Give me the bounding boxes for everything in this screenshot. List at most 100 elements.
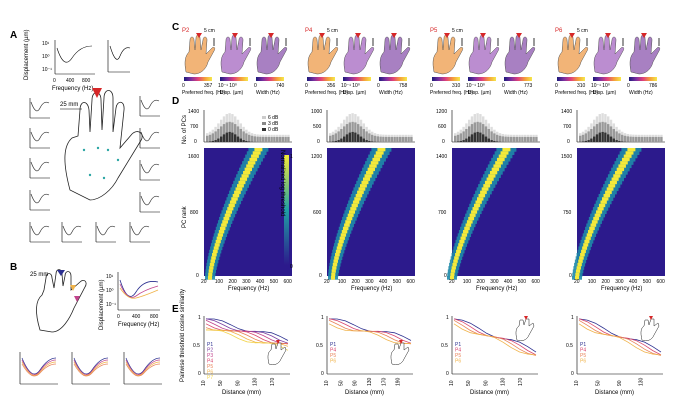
panel-c-hand-map-1 — [557, 33, 589, 75]
panel-d-rank-tick-3: 1400 — [436, 154, 447, 160]
panel-c-colorbar-2 — [468, 77, 496, 81]
panel-c-hand-maps: P6 5 cm 0 310 10⁻¹ 10⁰ 0 786 Preferred freq. (H… — [555, 28, 661, 96]
panel-d-xtick: 300 — [365, 279, 374, 285]
panel-c-cbar3-min: 0 — [254, 83, 257, 89]
panel-d-colorbar-label: Normalized log threshold — [279, 150, 285, 216]
panel-c-colorbar-3 — [629, 77, 657, 81]
panel-a-mini-plot — [139, 96, 160, 117]
panel-e-ytick-05: 0.5 — [566, 343, 573, 349]
panel-d-xtick: 100 — [588, 279, 597, 285]
panel-e-curve-p4 — [205, 323, 289, 345]
panel-c-label-freq: Preferred freq. (Hz) — [555, 90, 598, 96]
panel-b-xtick-1: 0 — [117, 314, 120, 320]
panel-d-heatmap: 0 800 1600 PC rank 20 100 200 300 400 500 600 Frequ… — [182, 148, 292, 292]
panel-c-participant-id: P6 — [555, 28, 563, 34]
panel-c-cbar3-max: 758 — [399, 83, 408, 89]
panel-e-hand-icon — [267, 340, 287, 366]
panel-d-xtick: 600 — [532, 279, 541, 285]
panel-d-xtick: 100 — [215, 279, 224, 285]
panel-d-xtick: 400 — [504, 279, 513, 285]
panel-d-xtick: 20 — [449, 279, 455, 285]
panel-d-hist-ylabel: No. of PCs — [182, 115, 188, 144]
panel-c-hand-maps: P4 5 cm 0 356 10⁻¹ 10⁰ 0 758 Preferred freq. (H… — [305, 28, 411, 96]
panel-d-histogram: 0 700 1400 — [561, 109, 665, 145]
panel-e-ytick-1: 1 — [571, 315, 574, 321]
panel-e-xtick: 10 — [449, 380, 455, 386]
panel-e-xtick: 190 — [396, 377, 402, 386]
panel-a-mini-plot — [29, 222, 50, 243]
panel-e-legend-p4: P4 — [455, 348, 461, 354]
panel-d-xtick: 600 — [284, 279, 293, 285]
panel-d-legend-6db: 6 dB — [268, 115, 279, 121]
panel-e-curve-p5 — [453, 319, 537, 356]
panel-e-curve-p6 — [205, 329, 289, 347]
panel-a-mini-plot — [29, 128, 50, 149]
panel-a-ytick-2: 10⁰ — [42, 54, 50, 60]
panel-c-label-width: Width (Hz) — [256, 90, 280, 96]
panel-d-hist-ytick-1: 0 — [567, 139, 570, 145]
panel-a-hand: 25 mm — [60, 88, 143, 201]
panel-d-rank-tick-2: 800 — [190, 210, 199, 216]
panel-d-heatmap: 0 700 1400 20 100 200 300 400 500 600 Frequency (H… — [436, 148, 540, 292]
participant-column-1: P2 5 cm 0 357 10⁻¹ 10⁰ 0 740 Preferred freq. (H… — [180, 28, 292, 396]
panel-e-legend-p7: P7 — [207, 375, 213, 381]
panel-e-xtick: 90 — [235, 380, 241, 386]
panel-e-hand-icon — [640, 316, 660, 342]
panel-b-ylabel: Displacement (µm) — [99, 280, 105, 330]
panel-e-legend-p4: P4 — [207, 359, 213, 365]
panel-e-ytick-0: 0 — [321, 371, 324, 377]
panel-d-xlabel: Frequency (Hz) — [601, 286, 642, 292]
panel-b-letter: B — [10, 262, 17, 273]
panel-c-hand-map-1 — [307, 33, 339, 75]
panel-e-hand-icon — [515, 316, 535, 342]
panel-d-xtick: 300 — [242, 279, 251, 285]
panel-c-letter: C — [172, 22, 179, 33]
participant-columns: P2 5 cm 0 357 10⁻¹ 10⁰ 0 740 Preferred freq. (H… — [180, 28, 665, 396]
panel-b-scale-label: 25 mm — [30, 272, 48, 278]
panel-e-xtick: 50 — [596, 380, 602, 386]
panel-d-xtick: 200 — [229, 279, 238, 285]
panel-e-xtick: 50 — [466, 380, 472, 386]
panel-a-mini-plot — [129, 222, 150, 243]
panel-e-curve-p3 — [205, 319, 289, 345]
panel-d-rank-tick-2: 600 — [313, 210, 322, 216]
panel-c-cbar1-max: 310 — [452, 83, 461, 89]
panel-e-curve-p6 — [328, 323, 412, 345]
panel-e-legend-p6: P6 — [207, 370, 213, 376]
panel-a-ytick-3: 10⁻¹ — [42, 67, 52, 73]
panel-d-rank-tick-1: 0 — [569, 273, 572, 279]
panel-d-rank-tick-2: 750 — [563, 210, 572, 216]
panel-d-rank-tick-1: 0 — [196, 273, 199, 279]
panel-d-xtick: 600 — [407, 279, 416, 285]
panel-a-mini-plot — [29, 98, 50, 119]
panel-c-colorbar-3 — [379, 77, 407, 81]
panel-e-ylabel: Pairwise threshold cosine similarity — [180, 289, 186, 382]
panel-d-xtick: 200 — [477, 279, 486, 285]
panel-b-ytick-3: 10⁻¹ — [106, 302, 116, 308]
panel-c-colorbar-3 — [256, 77, 284, 81]
panel-a-mini-plot — [95, 222, 116, 243]
panel-c-cbar3-min: 0 — [377, 83, 380, 89]
panel-a: A Displacement (µm) 10¹ 10⁰ 10⁻¹ 0 400 8… — [10, 30, 160, 243]
panel-b-inset-plot: Displacement (µm) 10¹ 10⁰ 10⁻¹ 0 400 800… — [99, 272, 160, 330]
panel-a-mini-plot — [61, 222, 82, 243]
panel-c-scale-label: 5 cm — [577, 28, 588, 34]
panel-d-colorbar: Normalized log threshold 0 1 — [279, 150, 293, 270]
panel-d-heatmap: 0 750 1500 20 100 200 300 400 500 600 Frequency (H… — [561, 148, 665, 292]
panel-e-xlabel: Distance (mm) — [595, 390, 634, 396]
panel-c-cbar1-max: 310 — [577, 83, 586, 89]
panel-d-hist-ytick-1: 0 — [442, 139, 445, 145]
panel-e-xtick: 90 — [617, 380, 623, 386]
panel-c-label-freq: Preferred freq. (Hz) — [305, 90, 348, 96]
panel-c-cbar3-max: 740 — [276, 83, 285, 89]
panel-e-ytick-0: 0 — [571, 371, 574, 377]
panel-e-ytick-05: 0.5 — [441, 343, 448, 349]
panel-c-label-freq: Preferred freq. (Hz) — [430, 90, 473, 96]
panel-c-cbar2-range: 10⁻¹ 10⁰ — [591, 83, 610, 89]
panel-d-xtick: 20 — [201, 279, 207, 285]
panel-e-xtick: 50 — [218, 380, 224, 386]
panel-b: B 25 mm Displacement (µm) 10¹ 10⁰ 10⁻¹ 0… — [10, 262, 162, 385]
panel-c-cbar2-range: 10⁻¹ 10⁰ — [341, 83, 360, 89]
